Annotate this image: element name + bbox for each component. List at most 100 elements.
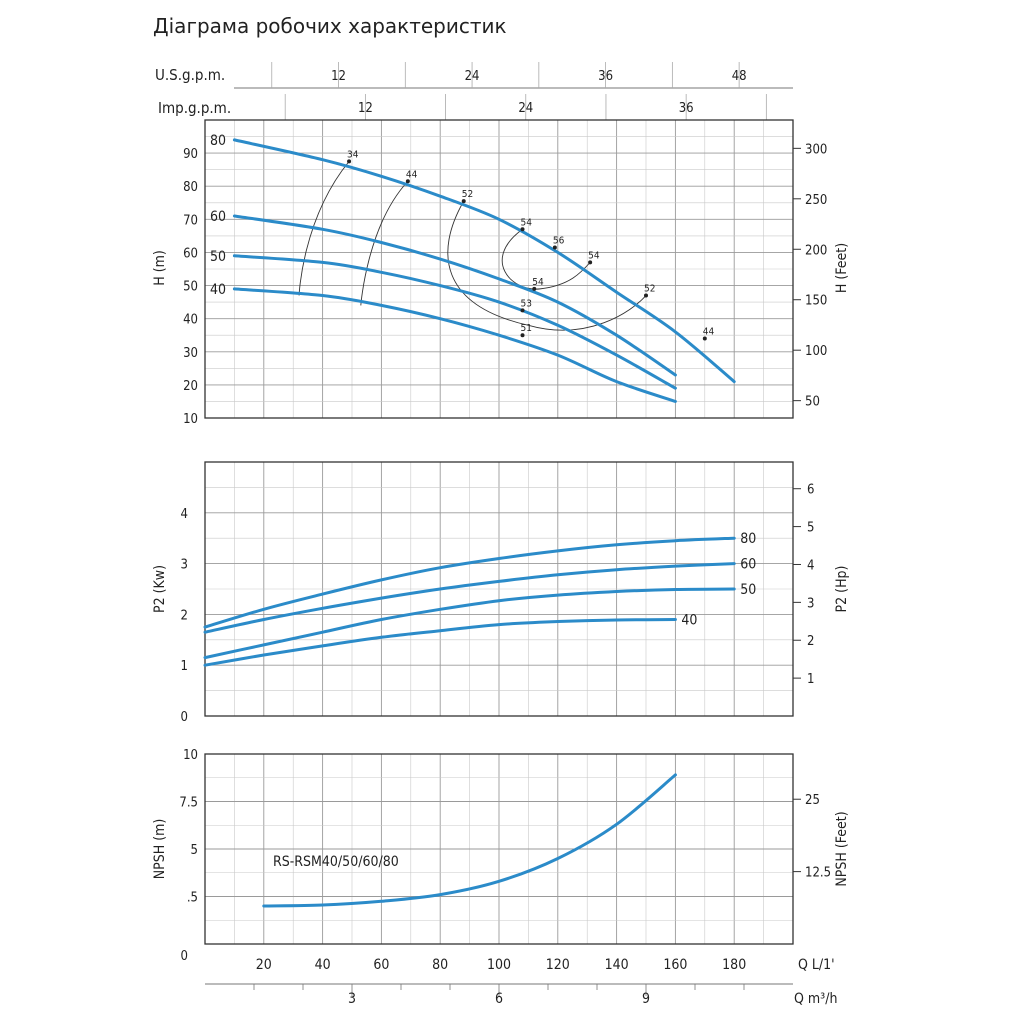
usgpm-tick-label: 36	[598, 69, 613, 84]
power-y-tick: 0	[181, 710, 188, 725]
x-tick-lmin: 100	[487, 957, 511, 973]
head-y2-tick: 200	[805, 243, 827, 258]
head-y-tick: 80	[183, 180, 198, 195]
head-y2-tick: 100	[805, 344, 827, 359]
head-y-axis-label: H (m)	[152, 250, 168, 286]
npsh-y-tick-zero: 0	[181, 949, 188, 964]
efficiency-label: 52	[462, 189, 473, 200]
x-axis-label-m3h: Q m³/h	[794, 991, 837, 1007]
x-tick-lmin: 20	[256, 957, 272, 973]
power-curve-40	[203, 618, 677, 667]
head-series-label: 50	[210, 249, 226, 265]
efficiency-label: 54	[521, 217, 533, 228]
npsh-y2-axis-label: NPSH (Feet)	[834, 811, 850, 886]
head-y-tick: 90	[183, 147, 198, 162]
power-y-tick: 1	[181, 659, 188, 674]
efficiency-label: 54	[532, 277, 544, 288]
plot-frame	[204, 461, 794, 717]
x-tick-lmin: 140	[605, 957, 629, 973]
x-tick-m3h: 9	[642, 991, 650, 1007]
impgpm-tick-label: 24	[518, 101, 533, 116]
efficiency-line	[501, 228, 591, 290]
efficiency-label: 44	[406, 169, 418, 180]
head-y2-tick: 150	[805, 294, 827, 309]
power-curve-50	[203, 587, 736, 660]
efficiency-point	[520, 227, 525, 232]
power-y2-axis-label: P2 (Hp)	[834, 566, 850, 613]
x-tick-lmin: 120	[546, 957, 570, 973]
npsh-curve	[262, 773, 677, 908]
power-y2-tick: 2	[807, 634, 814, 649]
efficiency-point	[552, 245, 557, 250]
head-y2-tick: 250	[805, 193, 827, 208]
npsh-y-tick: 10	[183, 748, 198, 763]
power-y-axis-label: P2 (Kw)	[152, 565, 168, 613]
head-y2-axis-label: H (Feet)	[834, 243, 850, 293]
usgpm-tick-label: 12	[331, 69, 346, 84]
efficiency-point	[405, 179, 410, 184]
head-y-tick: 30	[183, 346, 198, 361]
npsh-y2-tick: 12.5	[805, 866, 831, 881]
head-curve-50	[232, 254, 677, 390]
npsh-y2-tick: 25	[805, 793, 820, 808]
efficiency-point	[347, 159, 352, 164]
head-y2-tick: 300	[805, 142, 827, 157]
x-axis-label-lmin: Q L/1'	[798, 957, 835, 973]
power-curve-60	[203, 562, 736, 634]
head-series-label: 80	[210, 133, 226, 149]
efficiency-label: 56	[553, 235, 565, 246]
usgpm-label: U.S.g.p.m.	[155, 66, 225, 84]
usgpm-tick-label: 48	[732, 69, 747, 84]
power-series-label: 50	[740, 582, 756, 598]
npsh-y-tick: 5	[191, 843, 198, 858]
head-y-tick: 40	[183, 313, 198, 328]
power-y-tick: 4	[181, 507, 188, 522]
x-tick-lmin: 40	[315, 957, 331, 973]
efficiency-label: 52	[644, 283, 655, 294]
page-title: Діаграма робочих характеристик	[153, 14, 507, 38]
power-series-label: 80	[740, 531, 756, 547]
power-y2-tick: 6	[807, 483, 814, 498]
efficiency-point	[461, 199, 466, 204]
usgpm-tick-label: 24	[465, 69, 480, 84]
npsh-y-tick: .5	[187, 891, 198, 906]
head-curve-60	[232, 214, 677, 377]
power-curve-80	[203, 536, 736, 629]
head-curve-80	[232, 138, 736, 384]
plot-frame	[204, 753, 794, 945]
x-tick-lmin: 80	[432, 957, 448, 973]
x-tick-m3h: 6	[495, 991, 503, 1007]
efficiency-point	[520, 308, 525, 313]
power-y-tick: 3	[181, 558, 188, 573]
head-y-tick: 60	[183, 246, 198, 261]
power-y2-tick: 5	[807, 521, 814, 536]
head-y2-tick: 50	[805, 395, 820, 410]
x-tick-m3h: 3	[348, 991, 356, 1007]
head-series-label: 60	[210, 209, 226, 225]
impgpm-label: Imp.g.p.m.	[158, 99, 231, 117]
efficiency-point	[644, 293, 648, 298]
x-tick-lmin: 180	[722, 957, 746, 973]
efficiency-label: 53	[521, 298, 532, 309]
plot-frame	[204, 119, 794, 419]
impgpm-tick-label: 12	[358, 101, 373, 116]
x-tick-lmin: 160	[663, 957, 687, 973]
npsh-y-axis-label: NPSH (m)	[152, 819, 168, 880]
head-curve-40	[232, 287, 677, 403]
impgpm-tick-label: 36	[679, 101, 694, 116]
curves-layer	[203, 138, 736, 908]
head-y-tick: 50	[183, 280, 198, 295]
head-y-tick: 20	[183, 379, 198, 394]
efficiency-point	[532, 286, 537, 291]
npsh-model-annotation: RS-RSM40/50/60/80	[273, 854, 399, 870]
efficiency-label: 54	[588, 250, 600, 261]
x-tick-lmin: 60	[373, 957, 389, 973]
head-y-tick: 70	[183, 213, 198, 228]
power-y2-tick: 3	[807, 596, 814, 611]
npsh-y-tick: 7.5	[179, 796, 198, 811]
efficiency-point	[520, 333, 525, 338]
head-series-label: 40	[210, 282, 226, 298]
power-series-label: 60	[740, 557, 756, 573]
head-y-tick: 10	[183, 412, 198, 427]
